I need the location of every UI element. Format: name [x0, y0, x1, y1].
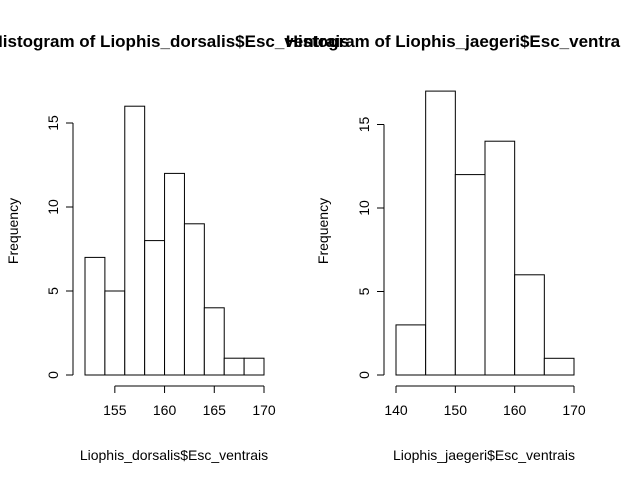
x-tick-label: 170	[252, 402, 276, 418]
histogram-panel-jaegeri: Histogram of Liophis_jaegeri$Esc_ventrai…	[286, 32, 621, 463]
histogram-bar	[144, 240, 166, 376]
x-tick-label: 150	[444, 402, 468, 418]
histogram-bar	[425, 90, 456, 376]
x-tick-label: 160	[153, 402, 177, 418]
y-tick-label: 5	[45, 287, 61, 295]
axes: 155 160 165 170 0 5 10 15	[45, 115, 276, 418]
y-axis-label: Frequency	[315, 198, 331, 264]
x-tick-label: 140	[384, 402, 408, 418]
x-tick-label: 165	[203, 402, 227, 418]
histogram-bar	[124, 105, 146, 376]
y-tick-label: 5	[356, 287, 372, 295]
chart-title: Histogram of Liophis_jaegeri$Esc_ventrai…	[286, 32, 621, 51]
chart-title: Histogram of Liophis_dorsalis$Esc_ventra…	[0, 32, 350, 51]
histogram-bar	[183, 223, 205, 376]
x-axis-label: Liophis_jaegeri$Esc_ventrais	[393, 447, 575, 463]
histogram-bar	[104, 290, 126, 376]
histogram-bar	[84, 256, 106, 376]
y-tick-label: 10	[45, 199, 61, 215]
histogram-bar	[454, 174, 486, 376]
x-tick-label: 160	[503, 402, 527, 418]
histogram-bar	[243, 357, 265, 376]
histogram-bar	[395, 324, 427, 376]
histogram-bar	[164, 172, 185, 376]
histogram-bar	[223, 357, 245, 376]
y-tick-label: 10	[356, 200, 372, 216]
y-tick-label: 15	[45, 115, 61, 131]
histogram-bar	[514, 274, 545, 376]
y-tick-label: 0	[356, 371, 372, 379]
x-axis-label: Liophis_dorsalis$Esc_ventrais	[80, 447, 268, 463]
x-tick-label: 170	[562, 402, 586, 418]
y-axis-label: Frequency	[5, 198, 21, 264]
histogram-bar	[484, 140, 516, 376]
histogram-panel-dorsalis: Histogram of Liophis_dorsalis$Esc_ventra…	[0, 32, 350, 463]
axes: 140 150 160 170 0 5 10 15	[356, 117, 586, 418]
y-tick-label: 0	[45, 371, 61, 379]
histogram-bar	[543, 357, 575, 376]
bars	[395, 90, 575, 376]
y-tick-label: 15	[356, 117, 372, 133]
bars	[84, 105, 265, 376]
x-tick-label: 155	[103, 402, 127, 418]
histogram-bar	[203, 307, 225, 376]
